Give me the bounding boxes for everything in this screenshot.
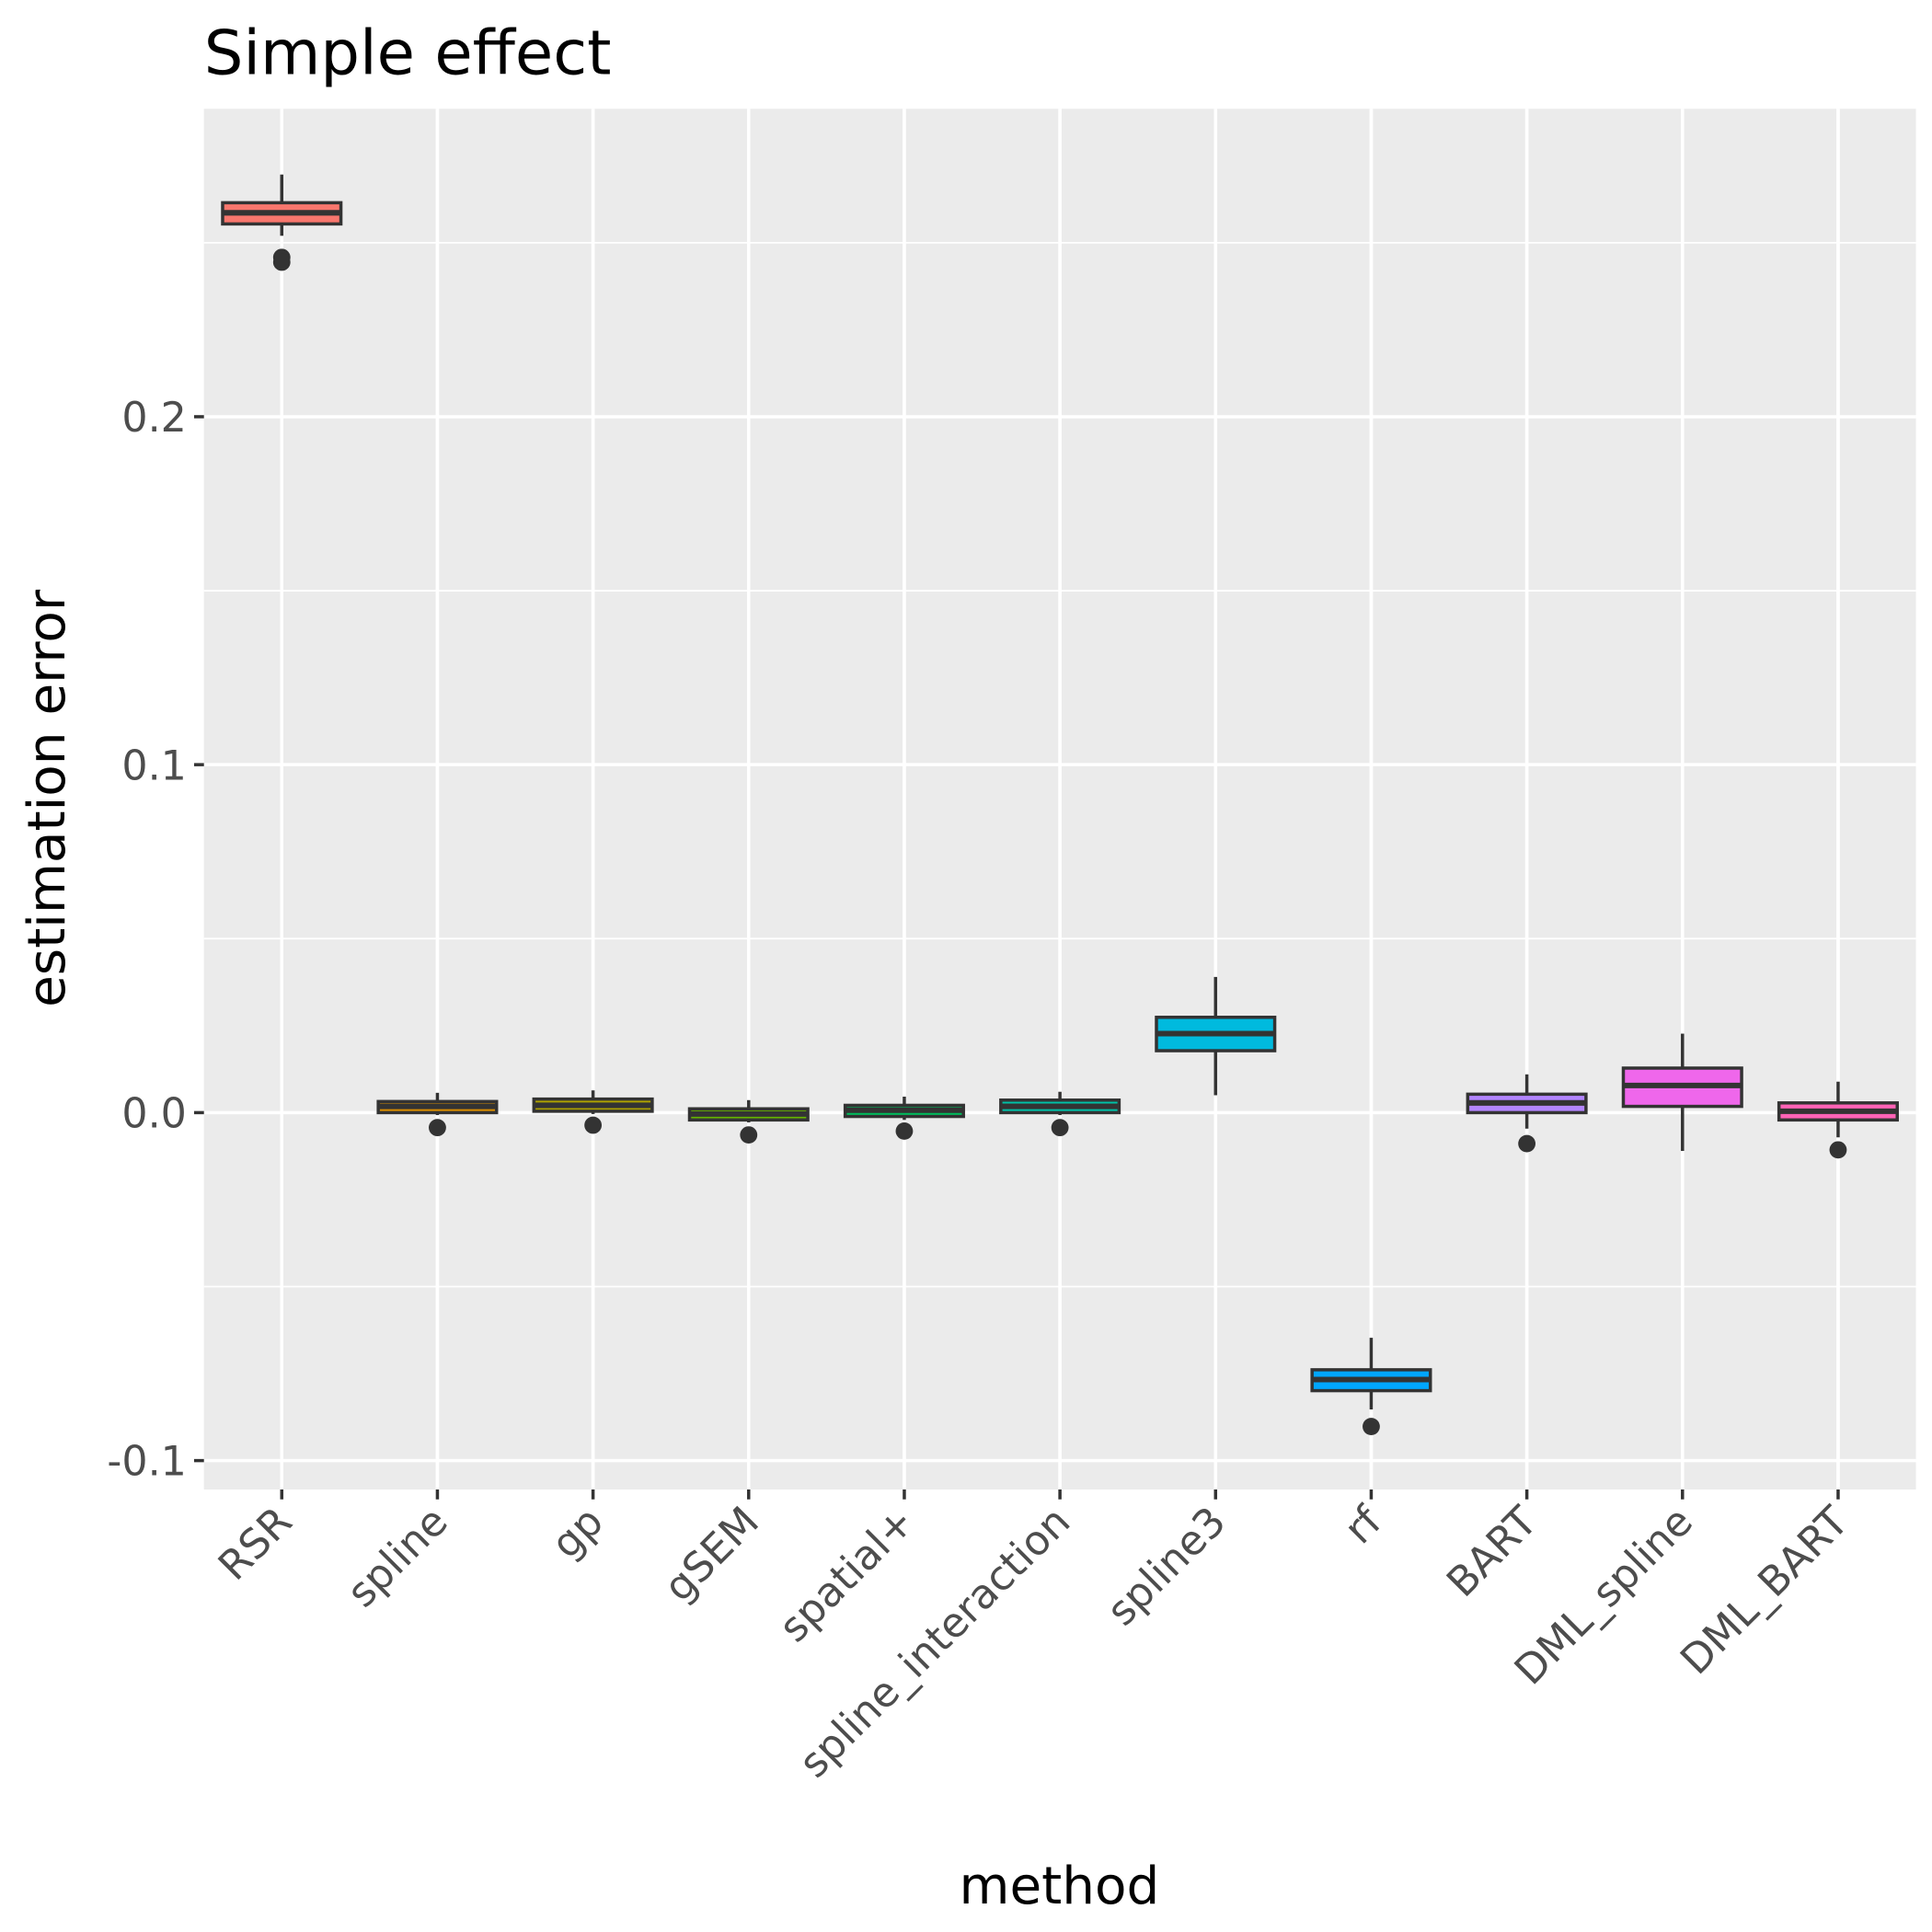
outlier	[1363, 1418, 1380, 1435]
outlier	[1518, 1134, 1536, 1153]
x-tick-label: spline3	[1098, 1498, 1236, 1635]
x-tick-label: spatial+	[770, 1498, 924, 1651]
chart-title: Simple effect	[204, 17, 612, 89]
x-tick-label: rf	[1336, 1497, 1392, 1553]
x-tick-label: spline	[339, 1498, 457, 1616]
outlier	[429, 1119, 446, 1137]
y-axis-title: estimation error	[17, 589, 77, 1007]
x-tick-label: DML_BART	[1672, 1498, 1858, 1685]
outlier	[895, 1122, 914, 1140]
outlier	[1051, 1119, 1069, 1137]
x-tick-label: BART	[1438, 1498, 1547, 1606]
outlier	[1829, 1141, 1847, 1159]
outlier	[740, 1126, 758, 1144]
y-tick-label: 0.1	[121, 742, 186, 789]
outlier	[272, 253, 291, 271]
x-axis-title: method	[960, 1857, 1160, 1916]
x-tick-label: gp	[543, 1498, 613, 1568]
y-tick-label: 0.0	[121, 1091, 186, 1138]
x-tick-label: spline_interaction	[790, 1498, 1079, 1787]
outlier	[584, 1116, 603, 1134]
x-tick-label: RSR	[210, 1498, 302, 1590]
x-tick-label: gSEM	[655, 1498, 768, 1611]
y-tick-label: 0.2	[121, 395, 186, 442]
y-tick-label: -0.1	[107, 1439, 186, 1486]
